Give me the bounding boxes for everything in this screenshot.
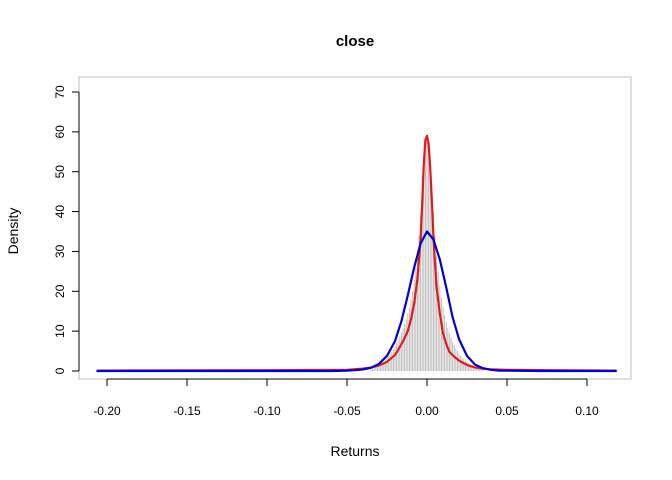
x-tick-label: 0.00 bbox=[415, 404, 439, 418]
plot-frame bbox=[78, 76, 632, 380]
y-tick-label: 20 bbox=[53, 284, 67, 298]
density-curves bbox=[96, 134, 617, 373]
density-curve-red bbox=[96, 134, 617, 372]
y-tick-label: 60 bbox=[53, 125, 67, 139]
chart-title: close bbox=[336, 33, 374, 50]
y-tick-label: 50 bbox=[53, 165, 67, 179]
x-tick-label: 0.10 bbox=[575, 404, 599, 418]
y-axis-title: Density bbox=[5, 208, 21, 255]
y-tick-label: 0 bbox=[53, 367, 67, 374]
y-tick-label: 40 bbox=[53, 205, 67, 219]
y-tick-label: 70 bbox=[53, 85, 67, 99]
y-tick-label: 10 bbox=[53, 324, 67, 338]
histogram-bins bbox=[370, 135, 484, 371]
x-axis-title: Returns bbox=[330, 443, 379, 459]
x-tick-label: 0.05 bbox=[495, 404, 519, 418]
density-curve-blue bbox=[96, 230, 617, 373]
x-tick-label: -0.05 bbox=[333, 404, 361, 418]
x-tick-label: -0.10 bbox=[253, 404, 281, 418]
x-tick-label: -0.20 bbox=[93, 404, 121, 418]
x-tick-label: -0.15 bbox=[173, 404, 201, 418]
y-axis: 0 10 20 30 40 50 60 70 bbox=[53, 85, 80, 374]
x-axis: -0.20 -0.15 -0.10 -0.05 0.00 0.05 0.10 bbox=[93, 378, 599, 418]
y-tick-label: 30 bbox=[53, 244, 67, 258]
